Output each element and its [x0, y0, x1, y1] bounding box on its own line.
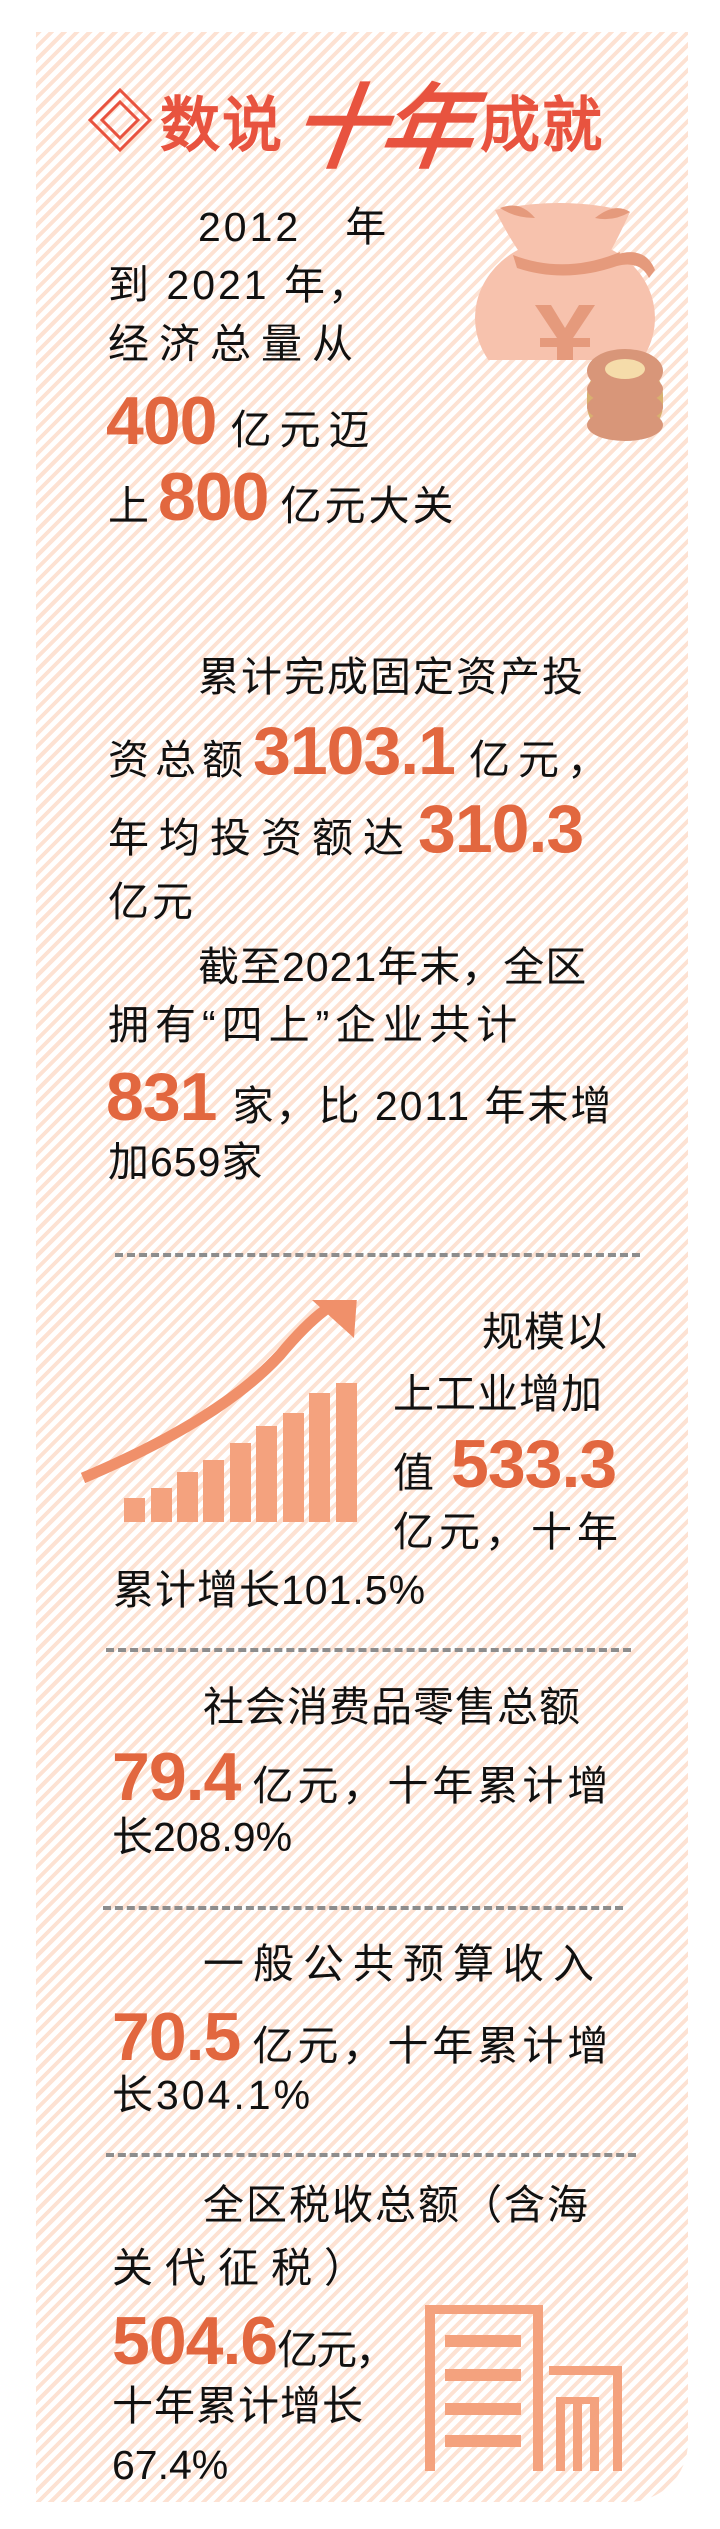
retail-line-3: 长208.9%: [112, 1814, 293, 1860]
industrial-value-added: 533.3: [451, 1426, 617, 1502]
chart-bar: [283, 1413, 304, 1522]
investment-line-3: 年均投资额达 310.3: [108, 790, 584, 868]
double-diamond-icon: [86, 86, 154, 154]
retail-sales-value: 79.4: [112, 1739, 241, 1815]
investment-line-4: 亿元: [108, 879, 196, 925]
enterprises-line-4: 加659家: [108, 1139, 264, 1185]
economy-line-2: 到 2021 年，: [108, 262, 372, 308]
annual-investment-value: 310.3: [418, 791, 584, 867]
chart-bar: [124, 1498, 145, 1522]
investment-prefix: 资总额: [108, 737, 249, 783]
tax-line-3: 504.6 亿元，: [112, 2302, 396, 2380]
economy-unit-2: 亿元大关: [280, 483, 457, 529]
gdp-2021-value: 800: [158, 459, 269, 535]
chart-bar: [336, 1383, 357, 1522]
economy-prefix-2: 上: [108, 483, 152, 529]
retail-line-1: 社会消费品零售总额: [203, 1684, 581, 1730]
title-suffix: 成就: [480, 90, 605, 161]
divider: [106, 1648, 631, 1652]
enterprises-line-2: 拥有“四上”企业共计: [108, 1002, 524, 1048]
budget-line-2: 70.5 亿元，十年累计增: [112, 1998, 612, 2076]
budget-suffix: 亿元，十年累计增: [252, 2023, 613, 2069]
retail-line-2: 79.4 亿元，十年累计增: [112, 1738, 612, 1816]
economy-line-4: 400 亿元迈: [106, 382, 377, 460]
industry-line-1: 规模以: [482, 1309, 608, 1355]
industry-line-3: 值 533.3: [393, 1425, 617, 1503]
enterprise-count-value: 831: [106, 1059, 217, 1135]
divider: [106, 2153, 636, 2157]
industry-prefix: 值: [393, 1450, 437, 1496]
industry-line-2: 上工业增加: [393, 1371, 603, 1417]
tax-unit: 亿元，: [277, 2327, 396, 2373]
money-bag-icon: [465, 200, 680, 398]
economy-line-3: 经济总量从: [108, 321, 363, 367]
tax-line-2: 关代征税）: [112, 2245, 377, 2291]
divider: [103, 1906, 623, 1910]
economy-unit-1: 亿元迈: [230, 407, 378, 453]
economy-line-5: 上 800 亿元大关: [108, 458, 456, 536]
tax-revenue-value: 504.6: [112, 2303, 278, 2379]
buildings-icon: [425, 2305, 625, 2480]
enterprises-suffix: 家，比 2011 年末增: [232, 1083, 614, 1129]
investment-line-1: 累计完成固定资产投: [198, 654, 585, 700]
tax-line-4: 十年累计增长: [112, 2383, 364, 2429]
fixed-asset-investment-value: 3103.1: [253, 713, 456, 789]
chart-bar: [203, 1460, 224, 1522]
budget-line-3: 长304.1%: [112, 2072, 314, 2118]
coin-stack-icon: [585, 345, 665, 450]
chart-bar: [309, 1393, 330, 1522]
enterprises-line-3: 831 家，比 2011 年末增: [106, 1058, 613, 1136]
retail-suffix: 亿元，十年累计增: [252, 1763, 613, 1809]
chart-bar: [256, 1426, 277, 1522]
investment-unit: 亿元，: [468, 737, 616, 783]
rising-bar-chart-icon: [80, 1297, 380, 1535]
chart-bar: [230, 1443, 251, 1522]
chart-bar: [177, 1472, 198, 1522]
investment-line-2: 资总额 3103.1 亿元，: [108, 712, 616, 790]
chart-bar: [151, 1488, 172, 1522]
enterprises-line-1: 截至2021年末，全区: [198, 944, 588, 990]
gdp-2012-value: 400: [106, 383, 217, 459]
divider: [115, 1253, 640, 1257]
industry-line-4: 亿元，十年: [393, 1509, 623, 1555]
title-prefix: 数说: [160, 90, 284, 161]
investment-avg-prefix: 年均投资额达: [108, 815, 414, 861]
public-budget-revenue-value: 70.5: [112, 1999, 241, 2075]
industry-line-5: 累计增长101.5%: [113, 1567, 427, 1613]
page-title: 数说 十年 成就: [86, 70, 605, 182]
striped-background-panel: [36, 32, 688, 2502]
economy-line-1: 2012 年: [198, 204, 390, 250]
tax-line-5: 67.4%: [112, 2442, 229, 2488]
budget-line-1: 一般公共预算收入: [203, 1941, 603, 1987]
title-calligraphy: 十年: [285, 73, 477, 182]
tax-line-1: 全区税收总额（含海: [203, 2182, 590, 2228]
